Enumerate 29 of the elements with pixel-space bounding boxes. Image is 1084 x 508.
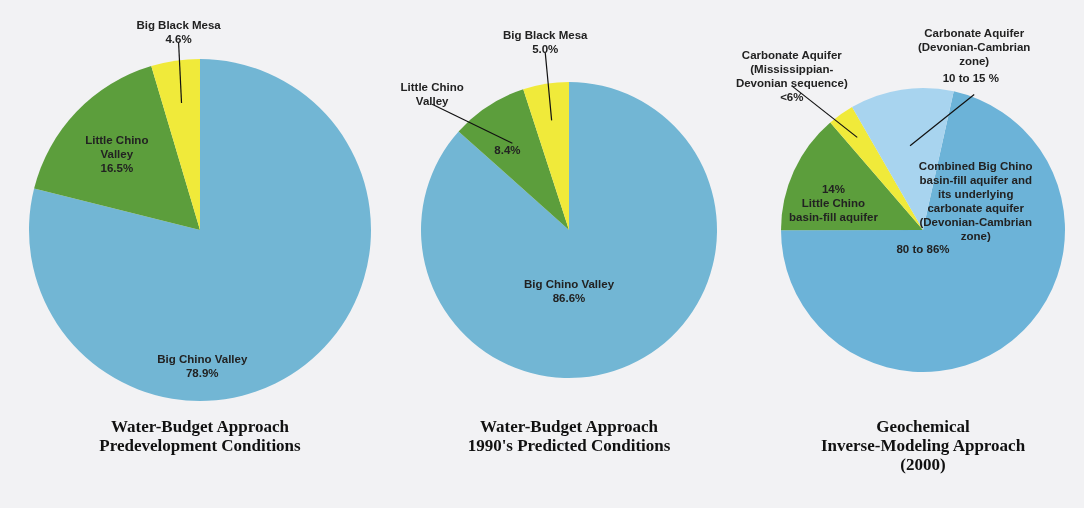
slice-label: Big Chino Valley bbox=[157, 352, 248, 365]
slice-label: Combined Big Chino basin-fill aquifer and its underlying carbonate aquifer (Devonian-Cambrian zone) bbox=[918, 160, 1033, 243]
data-label: 4.6% bbox=[165, 33, 192, 46]
slice-label: Little Chino basin-fill aquifer bbox=[789, 197, 879, 224]
text: Water-Budget Approach Predevelopment Conditions bbox=[99, 417, 302, 455]
data-label: 78.9% bbox=[185, 366, 219, 379]
slice-label: Big Black Mesa bbox=[503, 29, 589, 42]
pie-slice bbox=[781, 91, 1065, 372]
pie-slice bbox=[523, 82, 569, 230]
slice-label: Big Black Mesa bbox=[136, 19, 222, 32]
slice-label: Carbonate Aquifer (Devonian-Cambrian zone) bbox=[917, 26, 1031, 67]
data-label: 14% bbox=[821, 183, 845, 196]
data-label: 5.0% bbox=[532, 43, 559, 56]
data-label: 86.6% bbox=[552, 292, 586, 304]
pie-slice bbox=[458, 89, 569, 230]
text: 10 to 15 % bbox=[942, 72, 999, 85]
data-label: 8.4% bbox=[494, 144, 521, 157]
pie-slice bbox=[29, 59, 371, 401]
pie-slice bbox=[34, 66, 200, 230]
pie-slice bbox=[151, 59, 200, 230]
slice-label: Big Chino Valley bbox=[523, 278, 615, 290]
slice-label: Carbonate Aquifer (Mississippian-Devonian sequence) bbox=[735, 48, 848, 89]
data-label: <6% bbox=[780, 90, 804, 103]
text: Water-Budget Approach 1990's Predicted Conditions bbox=[467, 417, 671, 455]
data-label: 16.5% bbox=[100, 161, 134, 174]
slice-label: Little Chino Valley bbox=[400, 81, 464, 108]
text: 80 to 86% bbox=[896, 243, 950, 255]
slice-label: Little Chino Valley bbox=[85, 133, 149, 160]
text: Geochemical Inverse-Modeling Approach (2000) bbox=[820, 417, 1026, 474]
